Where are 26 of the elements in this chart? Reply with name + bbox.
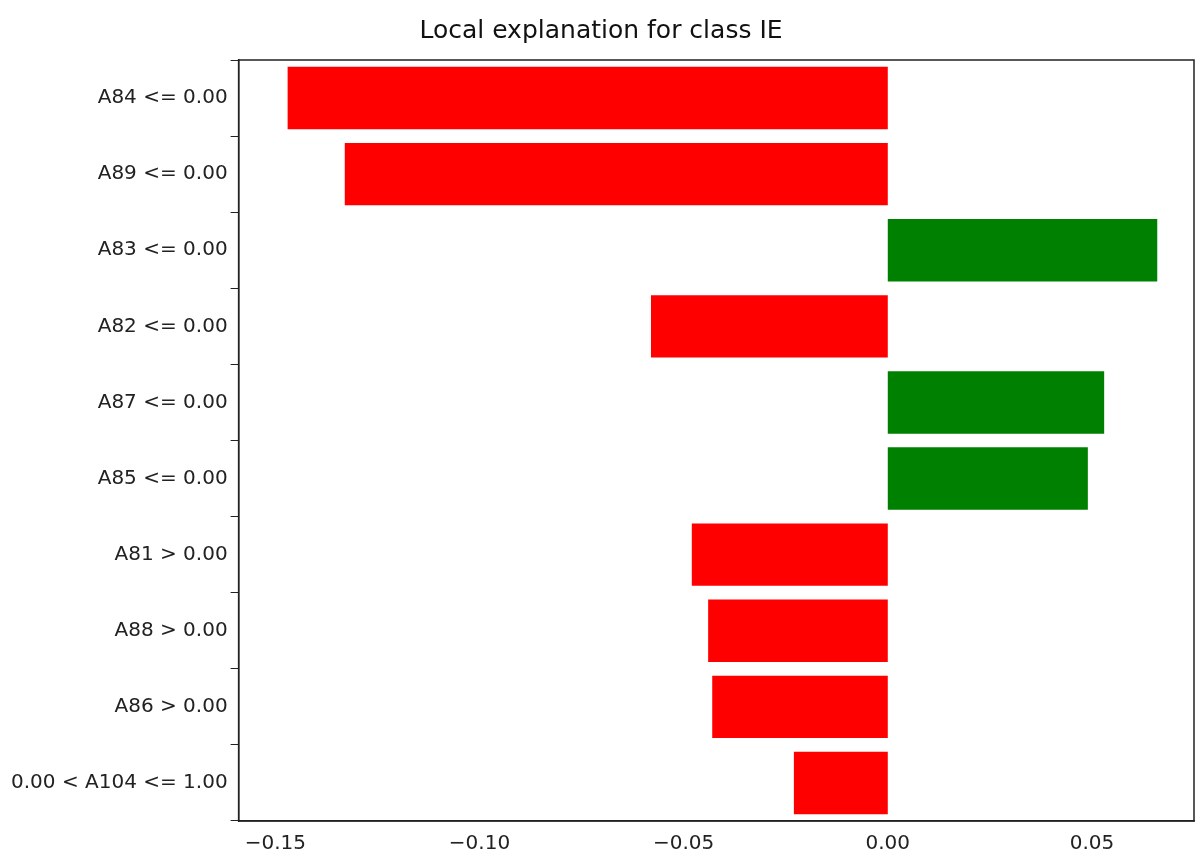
bar — [793, 751, 888, 815]
y-tick-label: A88 > 0.00 — [114, 616, 228, 641]
x-tick-label: −0.15 — [244, 830, 307, 855]
y-tick-label: A82 <= 0.00 — [97, 312, 228, 337]
bar — [708, 599, 888, 662]
y-tick-label: A81 > 0.00 — [114, 540, 228, 565]
x-tick-label: 0.00 — [865, 830, 911, 855]
y-tick-label: A89 <= 0.00 — [97, 160, 228, 185]
x-tick-label: −0.10 — [448, 830, 511, 855]
y-tick-label: 0.00 < A104 <= 1.00 — [11, 769, 228, 794]
chart-title: Local explanation for class IE — [419, 14, 783, 44]
x-tick-label: −0.05 — [653, 830, 715, 855]
y-tick-label: A83 <= 0.00 — [97, 236, 228, 261]
bar — [650, 295, 888, 358]
bar — [887, 371, 1105, 434]
y-tick-label: A87 <= 0.00 — [97, 388, 228, 413]
y-tick-label: A85 <= 0.00 — [97, 464, 228, 489]
y-tick-label: A86 > 0.00 — [114, 693, 228, 718]
bar — [287, 66, 888, 130]
x-tick-label: 0.05 — [1069, 830, 1115, 855]
bar — [887, 447, 1088, 510]
bar — [712, 675, 888, 739]
bar — [344, 142, 888, 206]
bar — [691, 523, 888, 586]
y-tick-label: A84 <= 0.00 — [97, 84, 228, 109]
bar — [887, 219, 1158, 282]
